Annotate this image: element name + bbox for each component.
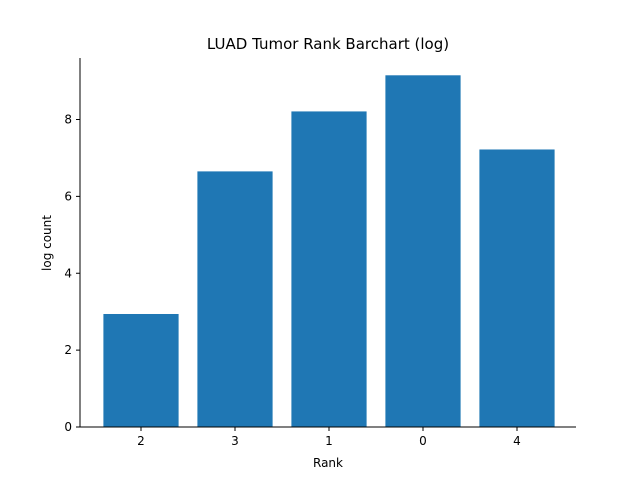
y-tick-label: 6 [64,189,72,203]
x-tick-label: 4 [513,434,521,448]
bar-rank-2 [103,313,179,427]
x-tick-label: 0 [419,434,427,448]
bar-rank-1 [291,111,367,427]
bar-rank-3 [197,171,273,427]
y-tick-label: 4 [64,266,72,280]
x-tick-label: 1 [325,434,333,448]
x-axis-ticks: 2 3 1 0 4 [137,427,521,448]
y-tick-label: 8 [64,113,72,127]
x-tick-label: 2 [137,434,145,448]
y-tick-label: 2 [64,343,72,357]
y-axis-ticks: 0 2 4 6 8 [64,113,80,434]
x-tick-label: 3 [231,434,239,448]
chart-title: LUAD Tumor Rank Barchart (log) [207,35,449,53]
bar-rank-4 [479,149,555,427]
bar-rank-0 [385,75,461,427]
bars-group [103,75,555,427]
y-tick-label: 0 [64,420,72,434]
x-axis-label: Rank [313,456,343,470]
y-axis-label: log count [40,215,54,271]
